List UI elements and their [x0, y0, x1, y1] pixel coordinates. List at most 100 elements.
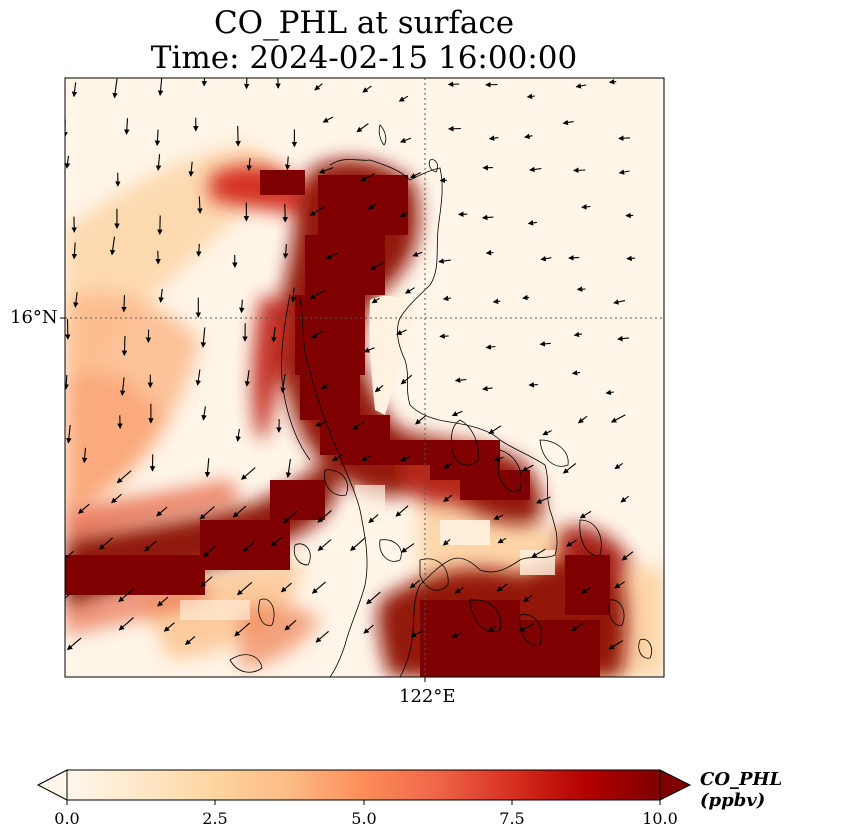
wind-arrow: [369, 261, 385, 271]
wind-arrow: [608, 79, 617, 85]
wind-arrow: [485, 249, 494, 256]
wind-arrow: [531, 548, 546, 558]
wind-arrow: [118, 617, 134, 631]
wind-arrow: [361, 455, 371, 462]
wind-arrow: [239, 299, 245, 314]
wind-arrow: [332, 454, 343, 461]
concentration-field: [65, 78, 664, 677]
wind-arrow: [317, 539, 332, 551]
wind-arrow: [571, 370, 581, 376]
wind-arrow: [542, 430, 552, 436]
wind-arrow: [280, 582, 292, 593]
wind-arrow: [524, 133, 533, 139]
wind-arrow: [111, 493, 122, 504]
wind-arrow: [284, 156, 291, 171]
wind-arrow: [309, 290, 325, 299]
wind-arrow: [488, 135, 499, 141]
colorbar-extend-max: [659, 769, 692, 801]
wind-arrow: [284, 619, 297, 631]
wind-arrow: [613, 299, 626, 305]
wind-arrow: [400, 543, 415, 553]
wind-arrow: [285, 458, 292, 479]
wind-arrow: [315, 420, 328, 427]
map-title-line2: Time: 2024-02-15 16:00:00: [150, 40, 578, 76]
wind-arrow: [66, 424, 72, 444]
wind-arrow: [185, 635, 196, 646]
wind-arrow: [492, 298, 501, 305]
wind-arrow: [523, 594, 533, 603]
colorbar-tick-3: 7.5: [499, 809, 525, 828]
wind-arrow: [235, 428, 241, 442]
wind-arrow: [518, 623, 534, 632]
wind-arrow: [204, 458, 211, 478]
wind-arrow: [360, 173, 375, 182]
wind-arrow: [529, 166, 542, 173]
wind-arrow: [620, 495, 629, 503]
wind-arrow: [156, 506, 168, 517]
wind-arrow: [362, 85, 372, 93]
wind-arrow: [158, 288, 164, 303]
wind-arrow: [577, 415, 588, 424]
wind-arrow: [571, 622, 584, 631]
wind-arrow: [283, 510, 298, 524]
wind-arrow: [443, 463, 453, 469]
wind-arrow: [309, 206, 325, 216]
wind-arrow: [201, 406, 207, 421]
wind-arrow: [99, 537, 113, 550]
wind-arrow: [451, 632, 462, 638]
wind-arrow: [196, 243, 202, 257]
wind-arrow: [443, 494, 453, 502]
wind-arrow: [573, 331, 582, 338]
colorbar-gradient: [66, 769, 661, 801]
wind-arrow: [73, 291, 79, 308]
wind-arrow: [575, 83, 587, 89]
wind-arrow: [311, 581, 326, 594]
wind-arrow: [195, 369, 201, 386]
wind-arrow: [526, 93, 535, 100]
wind-arrow: [144, 540, 157, 552]
wind-arrow: [400, 374, 413, 385]
colorbar-label: CO_PHL (ppbv): [700, 769, 783, 811]
wind-arrow: [521, 464, 534, 472]
wind-arrow: [410, 172, 421, 178]
wind-arrow: [71, 82, 78, 98]
wind-arrow: [321, 383, 330, 390]
wind-arrow: [363, 347, 375, 353]
wind-arrow: [447, 81, 460, 88]
wind-arrow: [399, 211, 409, 217]
wind-arrow: [157, 596, 169, 607]
wind-arrow: [496, 583, 508, 592]
wind-arrow: [290, 287, 296, 303]
wind-arrow: [487, 625, 497, 632]
wind-arrow: [482, 385, 493, 392]
wind-arrow: [400, 456, 410, 462]
colorbar-tick-4: 10.0: [642, 809, 678, 828]
wind-arrow: [155, 154, 162, 172]
wind-arrow: [244, 370, 251, 387]
wind-arrow: [367, 203, 377, 210]
wind-arrow: [481, 214, 494, 221]
wind-arrow: [410, 630, 423, 638]
wind-arrow: [121, 295, 127, 313]
wind-arrow: [618, 169, 630, 175]
wind-arrow: [315, 630, 329, 643]
wind-arrow: [124, 118, 130, 136]
wind-arrow: [311, 330, 323, 339]
wind-arrow: [232, 505, 247, 518]
wind-arrow: [610, 414, 626, 423]
wind-arrow: [395, 505, 409, 517]
wind-arrow: [65, 591, 72, 603]
wind-arrow: [568, 255, 580, 261]
wind-arrow: [409, 579, 421, 589]
wind-arrow: [203, 545, 217, 558]
wind-arrow: [621, 551, 634, 561]
wind-arrow: [485, 344, 496, 350]
wind-arrow: [157, 78, 164, 97]
map-panel: [60, 77, 665, 682]
wind-arrow: [282, 203, 288, 223]
wind-arrow: [562, 462, 577, 474]
wind-arrow: [414, 415, 427, 425]
wind-arrow: [566, 539, 577, 547]
wind-arrow: [163, 622, 175, 632]
colorbar-tick-1: 2.5: [202, 809, 228, 828]
